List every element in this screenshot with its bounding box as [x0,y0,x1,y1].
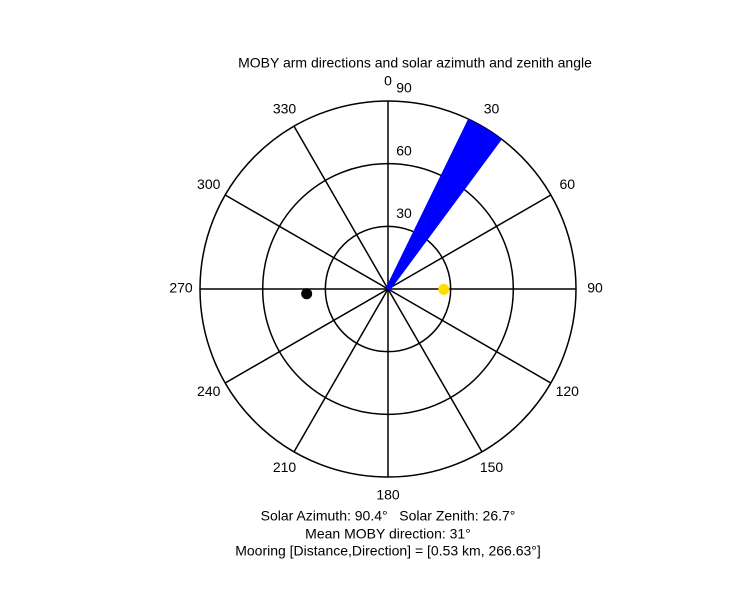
spoke [293,288,389,453]
spoke [387,288,483,453]
spoke [224,288,389,384]
theta-tick-label: 120 [556,383,580,399]
grid-circle [261,162,515,416]
theta-tick-label: 240 [197,383,221,399]
annotation: Mooring [Distance,Direction] = [0.53 km,… [235,543,541,559]
theta-tick-label: 210 [273,459,297,475]
theta-tick-label: 180 [376,487,400,503]
point-marker [301,288,313,300]
chart-title: MOBY arm directions and solar azimuth an… [238,55,592,71]
spoke [387,288,552,384]
theta-tick-label: 270 [169,280,193,296]
r-tick-label: 90 [396,80,412,96]
theta-tick-label: 300 [197,176,221,192]
theta-tick-label: 90 [587,280,603,296]
theta-tick-label: 150 [480,459,504,475]
annotation: Solar Azimuth: 90.4° Solar Zenith: 26.7° [261,508,516,524]
theta-tick-label: 60 [559,176,575,192]
r-tick-label: 60 [396,142,412,158]
grid-circle [324,225,452,353]
grid-circle [199,100,577,478]
spoke [224,194,389,290]
spoke [387,194,552,290]
annotation: Mean MOBY direction: 31° [305,526,471,542]
arm-direction [385,136,502,291]
theta-tick-label: 330 [273,100,297,116]
point-marker [438,283,450,295]
spoke [293,125,389,290]
theta-tick-label: 30 [484,100,500,116]
r-tick-label: 30 [396,205,412,221]
theta-tick-label: 0 [384,73,392,89]
